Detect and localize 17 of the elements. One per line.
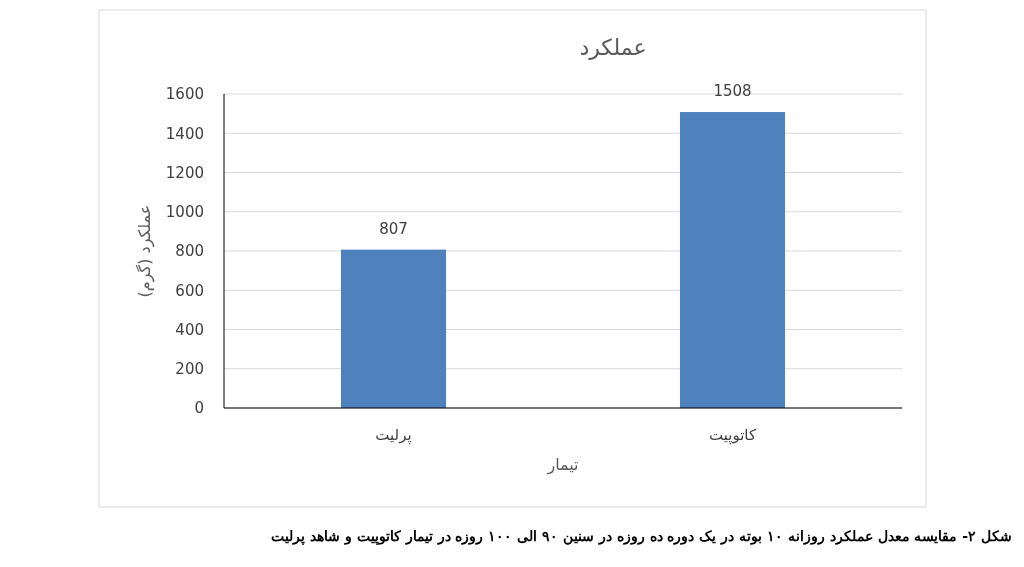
- y-tick-label: 1600: [165, 85, 204, 104]
- y-tick-label: 400: [175, 320, 204, 339]
- y-tick-label: 800: [175, 242, 204, 261]
- x-tick-label: کاتوپیت: [708, 426, 757, 445]
- y-tick-label: 600: [175, 281, 204, 300]
- x-tick-label: پرلیت: [375, 426, 412, 445]
- y-tick-label: 1000: [165, 203, 204, 221]
- text: شکل ۲- مقایسه معدل عملکرد روزانه ۱۰ بوته در یک دوره ده روزه در سنین ۹۰ الی ۱۰۰ روزه در تیمار کاتوپیت و شاهد پرلیت: [271, 528, 1012, 545]
- y-tick-label: 1400: [165, 124, 204, 143]
- y-tick-label: 1200: [165, 163, 204, 182]
- data-label: 1508: [713, 82, 752, 101]
- x-axis-title: تیمار: [546, 455, 579, 475]
- y-tick-label: 200: [175, 360, 204, 378]
- data-label: 807: [379, 219, 408, 238]
- y-axis-title: عملکرد (گرم): [135, 204, 155, 298]
- chart-title: عملکرد: [579, 35, 647, 60]
- y-tick-label: 0: [194, 399, 204, 418]
